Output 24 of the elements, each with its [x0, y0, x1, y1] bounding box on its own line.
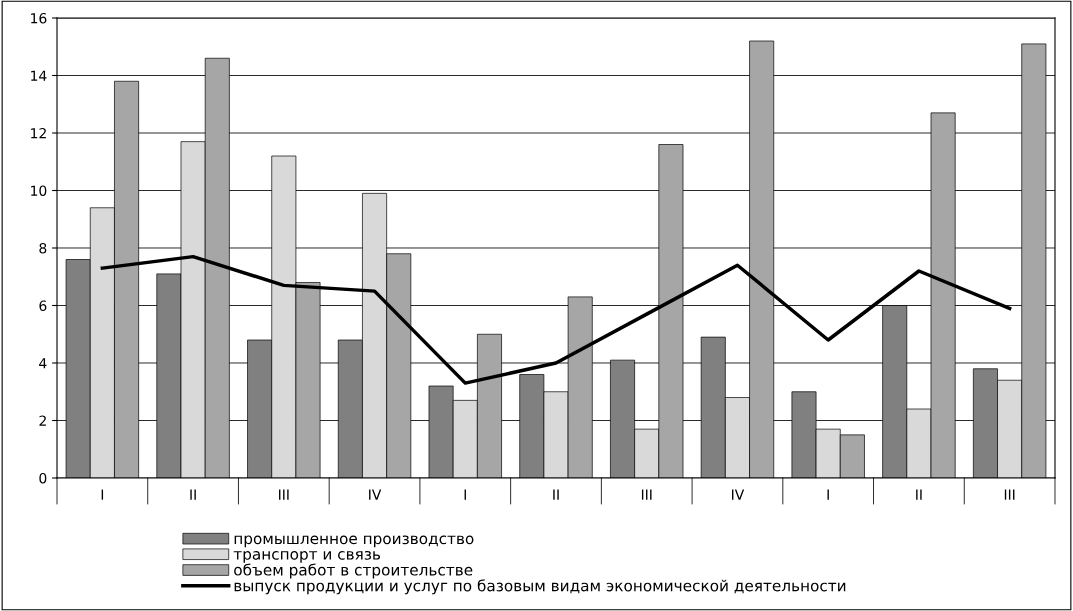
y-tick-label: 10 — [31, 185, 47, 196]
legend-label: промышленное производство — [234, 535, 474, 548]
x-tick-label: III — [279, 489, 289, 500]
legend-label: транспорт и связь — [233, 551, 381, 563]
x-tick-label: I — [101, 489, 104, 500]
y-tick-label: 8 — [39, 242, 47, 254]
legend-label: выпуск продукции и услуг по базовым видам экономической деятельности — [234, 579, 846, 595]
y-tick-label: 4 — [39, 358, 47, 369]
y-tick-label: 0 — [39, 472, 47, 484]
y-tick-label: 2 — [39, 415, 46, 426]
x-tick-label: I — [827, 489, 829, 500]
x-tick-label: III — [641, 489, 652, 500]
y-tick-label: 16 — [31, 12, 47, 24]
x-tick-label: IV — [732, 489, 745, 500]
x-tick-label: I — [464, 489, 466, 500]
y-tick-label: 12 — [31, 127, 46, 139]
x-tick-label: III — [1004, 489, 1015, 500]
x-tick-label: II — [553, 489, 559, 500]
legend-label: объем работ в строительстве — [234, 563, 473, 579]
y-tick-label: 14 — [31, 70, 47, 81]
y-tick-label: 6 — [39, 300, 47, 311]
x-tick-label: II — [916, 489, 922, 500]
x-tick-label: IV — [369, 489, 382, 500]
x-tick-label: II — [190, 489, 196, 500]
